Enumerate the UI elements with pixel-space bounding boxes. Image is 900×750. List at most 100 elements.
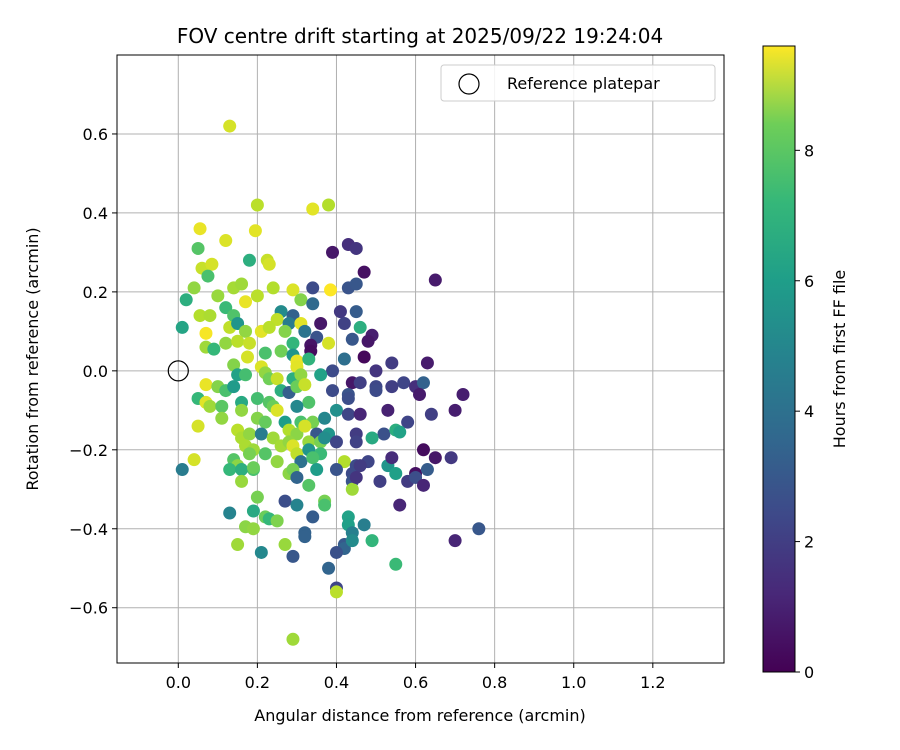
scatter-point <box>286 549 300 563</box>
scatter-point <box>258 447 272 461</box>
scatter-point <box>326 384 340 398</box>
scatter-point <box>393 425 407 439</box>
scatter-point <box>242 447 256 461</box>
scatter-point <box>314 368 328 382</box>
scatter-point <box>290 427 304 441</box>
legend-box <box>440 64 716 102</box>
scatter-point <box>215 411 229 425</box>
scatter-point <box>349 470 363 484</box>
scatter-point <box>416 443 430 457</box>
scatter-point <box>290 399 304 413</box>
scatter-point <box>235 403 249 417</box>
scatter-point <box>329 403 343 417</box>
scatter-point <box>270 514 284 528</box>
scatter-point <box>175 463 189 477</box>
scatter-point <box>258 415 272 429</box>
grid <box>117 55 724 663</box>
scatter-point <box>349 277 363 291</box>
scatter-point <box>286 632 300 646</box>
scatter-point <box>239 324 253 338</box>
scatter-point <box>326 364 340 378</box>
scatter-point <box>231 538 245 552</box>
scatter-point <box>357 350 371 364</box>
scatter-point <box>179 293 193 307</box>
scatter-point <box>444 451 458 465</box>
scatter-point <box>239 295 253 309</box>
scatter-point <box>227 358 241 372</box>
x-tick-label: 0.8 <box>482 673 507 692</box>
reference-platepar-marker <box>167 360 189 382</box>
scatter-point <box>191 419 205 433</box>
scatter-point <box>235 474 249 488</box>
x-tick-label: 0.4 <box>324 673 349 692</box>
scatter-point <box>337 316 351 330</box>
colorbar-tick-label: 2 <box>804 533 814 552</box>
scatter-point <box>428 273 442 287</box>
scatter-point <box>357 518 371 532</box>
scatter-point <box>223 119 237 133</box>
scatter-point <box>357 265 371 279</box>
scatter-point <box>353 459 367 473</box>
scatter-point <box>306 202 320 216</box>
scatter-point <box>337 455 351 469</box>
scatter-point <box>246 461 260 475</box>
scatter-point <box>235 277 249 291</box>
scatter-point <box>314 316 328 330</box>
scatter-point <box>239 368 253 382</box>
scatter-point <box>254 545 268 559</box>
scatter-point <box>250 198 264 212</box>
colorbar-tick-label: 0 <box>804 663 814 682</box>
scatter-point <box>240 350 254 364</box>
scatter-point <box>211 289 225 303</box>
x-axis-label: Angular distance from reference (arcmin) <box>254 706 585 725</box>
colorbar-tick-label: 8 <box>804 141 814 160</box>
scatter-point <box>207 342 221 356</box>
scatter-point <box>193 222 207 236</box>
scatter-point <box>349 435 363 449</box>
scatter-point <box>302 352 316 366</box>
scatter-point <box>250 391 264 405</box>
scatter-point <box>393 498 407 512</box>
scatter-point <box>329 435 343 449</box>
scatter-point <box>266 431 280 445</box>
scatter-point <box>413 388 427 402</box>
scatter-point <box>278 324 292 338</box>
scatter-point <box>258 346 272 360</box>
scatter-point <box>306 510 320 524</box>
scatter-point <box>389 466 403 480</box>
scatter-point <box>262 257 276 271</box>
y-axis-label: Rotation from reference (arcmin) <box>23 227 42 490</box>
scatter-point <box>310 463 324 477</box>
y-tick-label: −0.2 <box>69 441 108 460</box>
scatter-point <box>203 399 217 413</box>
x-tick-label: 0.6 <box>403 673 428 692</box>
scatter-point <box>401 415 415 429</box>
scatter-point <box>298 419 312 433</box>
scatter-point <box>322 198 336 212</box>
scatter-point <box>235 463 249 477</box>
scatter-point <box>385 451 399 465</box>
scatter-point <box>286 336 300 350</box>
scatter-point <box>199 326 213 340</box>
scatter-point <box>298 530 312 544</box>
scatter-point <box>270 372 284 386</box>
scatter-point <box>333 305 347 319</box>
legend-entry-label: Reference platepar <box>507 74 660 93</box>
x-tick-label: 1.2 <box>640 673 665 692</box>
y-tick-label: −0.6 <box>69 599 108 618</box>
scatter-point <box>329 545 343 559</box>
colorbar-gradient <box>762 45 796 673</box>
scatter-point <box>199 378 213 392</box>
scatter-point <box>223 506 237 520</box>
x-tick-label: 0.2 <box>245 673 270 692</box>
scatter-point <box>306 451 320 465</box>
y-tick-label: 0.0 <box>83 362 108 381</box>
scatter-point <box>227 380 241 394</box>
scatter-point <box>345 332 359 346</box>
colorbar-ticks: 0 2 4 6 8 <box>795 141 814 682</box>
scatter-point <box>322 561 336 575</box>
scatter-point <box>248 224 262 238</box>
scatter-point <box>306 297 320 311</box>
scatter-point <box>175 320 189 334</box>
